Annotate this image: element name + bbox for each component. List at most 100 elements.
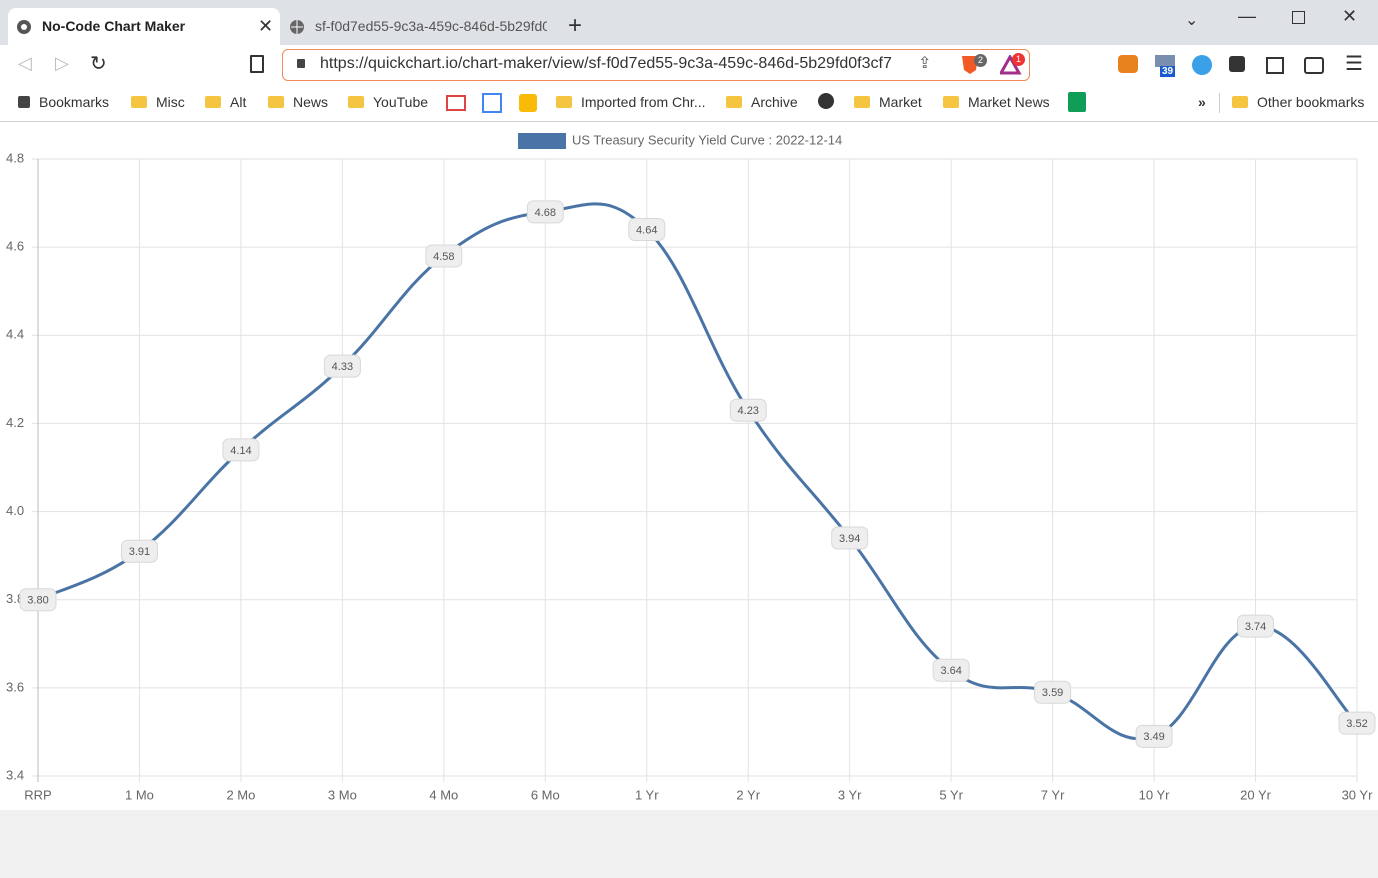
x-tick-label: 2 Mo bbox=[226, 787, 255, 802]
menu[interactable]: ☰ bbox=[1345, 53, 1363, 75]
line bbox=[37, 202, 1359, 741]
legend-swatch bbox=[518, 133, 566, 149]
share[interactable]: ⇪ bbox=[918, 55, 932, 72]
data-label: 3.94 bbox=[831, 526, 869, 550]
data-label-text: 4.64 bbox=[636, 224, 657, 236]
data-label-text: 3.59 bbox=[1042, 687, 1063, 699]
data-label-box bbox=[19, 588, 57, 612]
new-tab[interactable]: + bbox=[568, 12, 583, 39]
more-bookmarks[interactable]: » bbox=[1198, 94, 1206, 110]
active-tab[interactable] bbox=[8, 8, 280, 45]
x-tick-label: 5 Yr bbox=[939, 787, 963, 802]
calendar-icon[interactable] bbox=[482, 93, 502, 113]
back[interactable]: ◁ bbox=[18, 53, 32, 73]
data-label: 4.68 bbox=[526, 200, 564, 224]
extension[interactable] bbox=[1192, 55, 1212, 75]
y-tick-label: 4.6 bbox=[6, 239, 24, 254]
url[interactable]: https://quickchart.io/chart-maker/view/s… bbox=[320, 55, 892, 72]
bookmarks-bar: Bookmarks Misc Alt News YouTube Imported… bbox=[0, 85, 1378, 122]
data-label-box bbox=[1237, 614, 1275, 638]
data-label: 3.52 bbox=[1338, 711, 1376, 735]
tab-close[interactable]: ✕ bbox=[258, 16, 274, 36]
x-tick-label: 4 Mo bbox=[429, 787, 458, 802]
minimize[interactable]: — bbox=[1238, 6, 1256, 26]
gmail-icon[interactable] bbox=[446, 95, 466, 111]
data-label-text: 3.52 bbox=[1346, 718, 1367, 730]
separator bbox=[1219, 93, 1220, 113]
address-bar[interactable] bbox=[282, 49, 1030, 81]
extensions-menu[interactable] bbox=[1229, 56, 1245, 72]
y-tick-label: 4.0 bbox=[6, 503, 24, 518]
data-label: 4.33 bbox=[323, 354, 361, 378]
data-label-text: 3.64 bbox=[940, 665, 961, 677]
data-label-text: 3.80 bbox=[27, 595, 48, 607]
icon bbox=[1232, 96, 1248, 108]
x-tick-label: 1 Yr bbox=[635, 787, 659, 802]
extension[interactable] bbox=[1155, 55, 1175, 67]
wallet[interactable] bbox=[1304, 57, 1324, 74]
close-window[interactable]: ✕ bbox=[1342, 6, 1358, 26]
data-label-box bbox=[628, 218, 666, 242]
bookmark-label: Misc bbox=[156, 94, 185, 110]
data-label-text: 3.94 bbox=[839, 533, 860, 545]
data-label: 3.91 bbox=[120, 539, 158, 563]
globe-icon[interactable] bbox=[818, 93, 834, 109]
data-label: 3.49 bbox=[1135, 724, 1173, 748]
icon bbox=[205, 96, 221, 108]
tab-icon bbox=[17, 20, 31, 34]
data-label: 3.80 bbox=[19, 588, 57, 612]
data-label-box bbox=[1034, 680, 1072, 704]
bookmark[interactable]: Misc bbox=[131, 85, 185, 119]
data-label-text: 3.91 bbox=[129, 546, 150, 558]
y-tick-label: 4.8 bbox=[6, 150, 24, 165]
tab-search[interactable]: ⌄ bbox=[1185, 12, 1199, 29]
badge: 1 bbox=[1012, 53, 1025, 66]
y-tick-label: 3.4 bbox=[6, 767, 24, 782]
tab-title[interactable]: No-Code Chart Maker bbox=[42, 18, 186, 34]
data-label-box bbox=[1338, 711, 1376, 735]
extension[interactable] bbox=[1118, 55, 1138, 73]
tab-bar: No-Code Chart Maker ✕ sf-f0d7ed55-9c3a-4… bbox=[0, 0, 1378, 45]
reload[interactable]: ↻ bbox=[90, 53, 107, 75]
sheets-icon[interactable] bbox=[1068, 92, 1086, 112]
x-tick-label: 3 Mo bbox=[328, 787, 357, 802]
data-label-box bbox=[222, 438, 260, 462]
bookmark[interactable]: News bbox=[268, 85, 328, 119]
data-label-text: 4.68 bbox=[535, 207, 556, 219]
data-label-box bbox=[932, 658, 970, 682]
bookmark[interactable]: Bookmarks bbox=[18, 85, 109, 119]
bookmark-label: Market News bbox=[968, 94, 1050, 110]
data-label-text: 4.58 bbox=[433, 251, 454, 263]
bookmark-label: News bbox=[293, 94, 329, 110]
icon bbox=[943, 96, 959, 108]
data-label-box bbox=[831, 526, 869, 550]
side-panel[interactable] bbox=[1266, 57, 1284, 74]
bookmark[interactable]: Market bbox=[854, 85, 922, 119]
bookmark-page[interactable] bbox=[250, 55, 264, 73]
data-label: 4.14 bbox=[222, 438, 260, 462]
bookmark-label: Alt bbox=[230, 94, 247, 110]
bookmark[interactable]: Market News bbox=[943, 85, 1050, 119]
bookmark-label: Other bookmarks bbox=[1257, 94, 1365, 110]
x-tick-label: 1 Mo bbox=[125, 787, 154, 802]
tab-title[interactable]: sf-f0d7ed55-9c3a-459c-846d-5b29fd0 bbox=[315, 18, 547, 34]
keep-icon[interactable] bbox=[519, 94, 537, 112]
x-tick-label: 30 Yr bbox=[1342, 787, 1374, 802]
bookmark[interactable]: YouTube bbox=[348, 85, 428, 119]
bookmark[interactable]: Archive bbox=[726, 85, 798, 119]
data-label-text: 3.74 bbox=[1245, 621, 1266, 633]
x-tick-label: 3 Yr bbox=[838, 787, 862, 802]
maximize[interactable] bbox=[1292, 11, 1305, 24]
bookmark-label: YouTube bbox=[373, 94, 429, 110]
data-label-text: 4.33 bbox=[332, 361, 353, 373]
icon bbox=[268, 96, 284, 108]
toolbar: ◁ ▷ ↻ https://quickchart.io/chart-maker/… bbox=[0, 45, 1378, 85]
data-label: 3.64 bbox=[932, 658, 970, 682]
bookmark-label: Bookmarks bbox=[39, 94, 110, 110]
forward[interactable]: ▷ bbox=[55, 53, 69, 73]
bookmark[interactable]: Imported from Chr... bbox=[556, 85, 705, 119]
data-label-box bbox=[425, 244, 463, 268]
data-label-box bbox=[1135, 724, 1173, 748]
bookmark[interactable]: Alt bbox=[205, 85, 246, 119]
bookmark[interactable]: Other bookmarks bbox=[1232, 85, 1364, 119]
